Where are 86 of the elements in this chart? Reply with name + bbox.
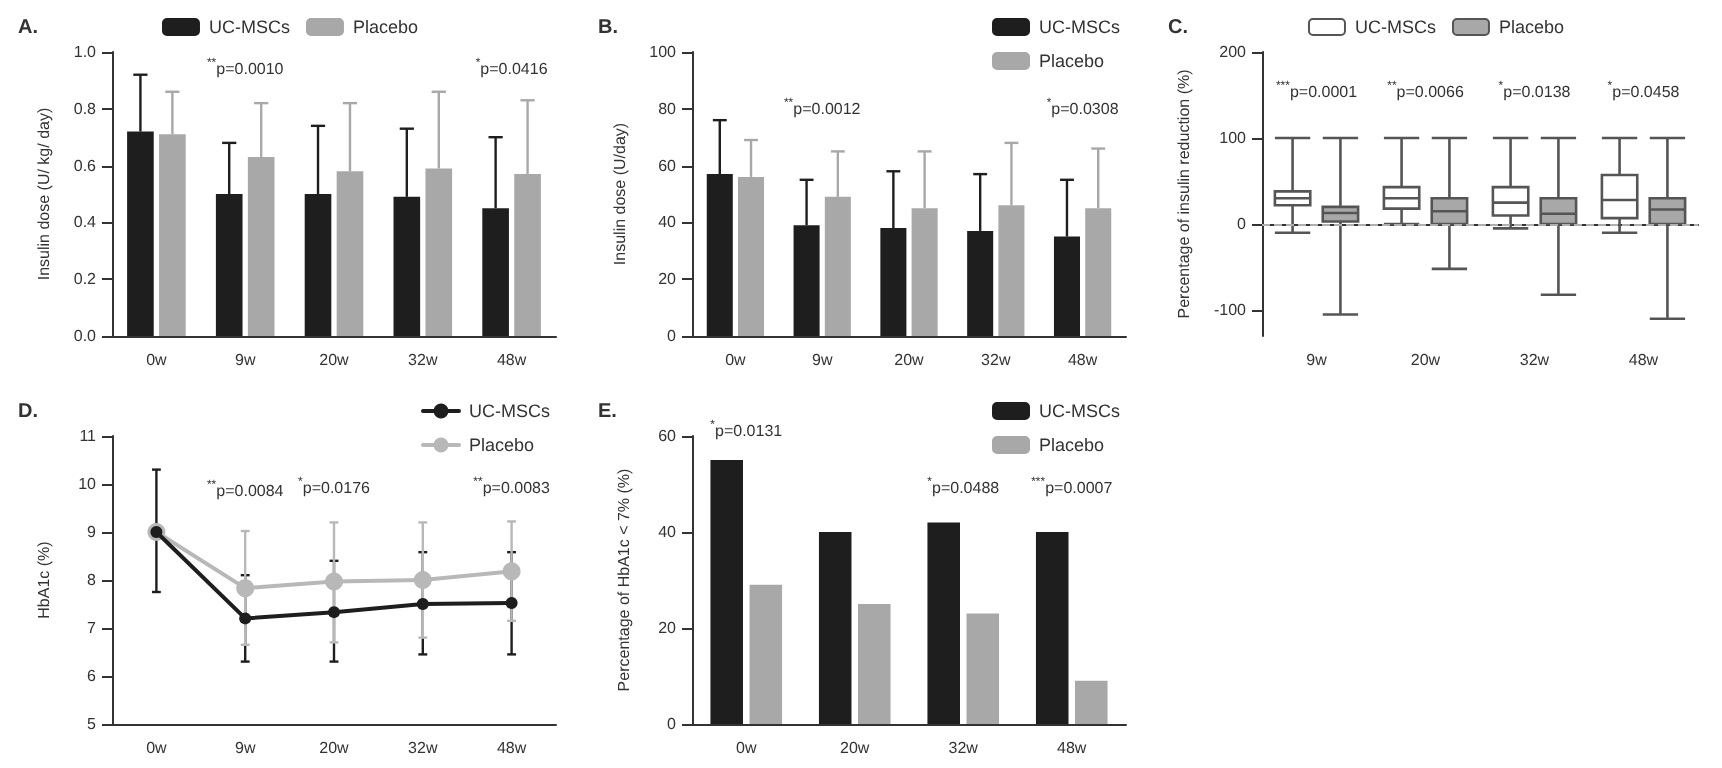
- legend-label: Placebo: [1039, 51, 1105, 71]
- x-tick-label: 9w: [811, 351, 833, 369]
- x-tick-label: 9w: [1306, 351, 1328, 369]
- y-tick-label: 100: [1219, 129, 1248, 148]
- x-tick-label: 32w: [1519, 351, 1550, 369]
- legend-label: UC-MSCs: [208, 17, 291, 37]
- chart-title: E.: [598, 401, 618, 423]
- x-tick-label: 20w: [840, 739, 870, 757]
- point: [325, 572, 343, 591]
- x-tick-label: 48w: [1067, 351, 1098, 369]
- x-tick-label: 0w: [736, 739, 757, 757]
- point: [236, 579, 255, 598]
- x-tick-label: 20w: [894, 351, 925, 369]
- y-axis-title: HbA1c (%): [35, 540, 53, 619]
- x-tick-label: 32w: [408, 351, 438, 369]
- y-axis-title: Insulin dose (U/day): [610, 122, 629, 266]
- x-tick-label: 32w: [948, 739, 979, 757]
- x-tick-label: 20w: [319, 351, 350, 369]
- y-tick-label: 0: [1237, 215, 1248, 234]
- y-tick-label: 200: [1219, 43, 1248, 61]
- y-tick-label: 0.8: [73, 99, 98, 118]
- y-tick-label: 9: [87, 523, 98, 541]
- bar: [1075, 680, 1108, 724]
- x-tick-label: 0w: [146, 351, 168, 369]
- y-tick-label: 5: [87, 715, 98, 733]
- y-tick-label: 0: [667, 327, 678, 345]
- y-tick-label: -100: [1213, 301, 1248, 320]
- y-axis-title: Percentage of HbA1c < 7% (%): [615, 467, 633, 692]
- point: [239, 612, 252, 625]
- y-tick-label: 7: [87, 619, 98, 637]
- y-tick-label: 1.0: [73, 43, 98, 61]
- legend-label: Placebo: [469, 435, 535, 455]
- x-tick-label: 48w: [1057, 739, 1087, 757]
- bar: [966, 613, 1000, 724]
- x-tick-label: 20w: [1410, 351, 1441, 369]
- bar: [858, 604, 891, 724]
- chart-title: C.: [1168, 17, 1189, 39]
- y-tick-label: 80: [658, 99, 678, 118]
- bar: [1035, 532, 1069, 724]
- point: [502, 562, 521, 581]
- legend-label: UC-MSCs: [1354, 17, 1437, 37]
- legend-label: Placebo: [352, 17, 419, 37]
- y-axis-title: Percentage of insulin reduction (%): [1175, 68, 1194, 319]
- bar: [927, 522, 960, 724]
- x-tick-label: 20w: [319, 739, 350, 757]
- legend-label: UC-MSCs: [469, 401, 551, 421]
- chart-title: D.: [18, 401, 39, 423]
- x-tick-label: 48w: [1628, 351, 1659, 369]
- x-tick-label: 0w: [725, 351, 747, 369]
- point: [505, 597, 518, 610]
- x-tick-label: 9w: [234, 739, 256, 757]
- y-tick-label: 0.4: [73, 213, 98, 232]
- y-tick-label: 40: [658, 523, 678, 541]
- y-axis-title: Insulin dose (U/ kg/ day): [34, 107, 53, 281]
- x-tick-label: 48w: [496, 351, 527, 369]
- y-tick-label: 11: [79, 427, 98, 445]
- y-tick-label: 0.2: [73, 270, 98, 289]
- y-tick-label: 0: [667, 715, 678, 733]
- y-tick-label: 10: [78, 475, 98, 493]
- bar: [749, 584, 783, 724]
- legend-label: Placebo: [1039, 435, 1105, 455]
- point: [328, 606, 340, 619]
- y-tick-label: 60: [658, 427, 678, 445]
- x-tick-label: 48w: [496, 739, 527, 757]
- x-tick-label: 0w: [146, 739, 168, 757]
- point: [416, 598, 429, 610]
- y-tick-label: 20: [658, 270, 678, 289]
- y-tick-label: 20: [658, 619, 678, 637]
- y-tick-label: 0.6: [73, 156, 98, 175]
- y-tick-label: 40: [658, 213, 678, 232]
- chart-title: B.: [598, 17, 619, 39]
- y-tick-label: 60: [658, 156, 678, 175]
- legend-label: UC-MSCs: [1039, 17, 1121, 37]
- y-tick-label: 8: [87, 571, 98, 589]
- x-tick-label: 32w: [981, 351, 1011, 369]
- x-tick-label: 9w: [234, 351, 256, 369]
- bar: [818, 532, 852, 724]
- y-tick-label: 0.0: [73, 327, 98, 345]
- bar: [710, 460, 743, 724]
- y-tick-label: 100: [649, 43, 678, 61]
- y-tick-label: 6: [87, 667, 98, 685]
- x-tick-label: 32w: [408, 739, 438, 757]
- legend-label: UC-MSCs: [1039, 401, 1121, 421]
- legend-label: Placebo: [1498, 17, 1565, 37]
- point: [413, 571, 432, 589]
- chart-title: A.: [18, 17, 39, 39]
